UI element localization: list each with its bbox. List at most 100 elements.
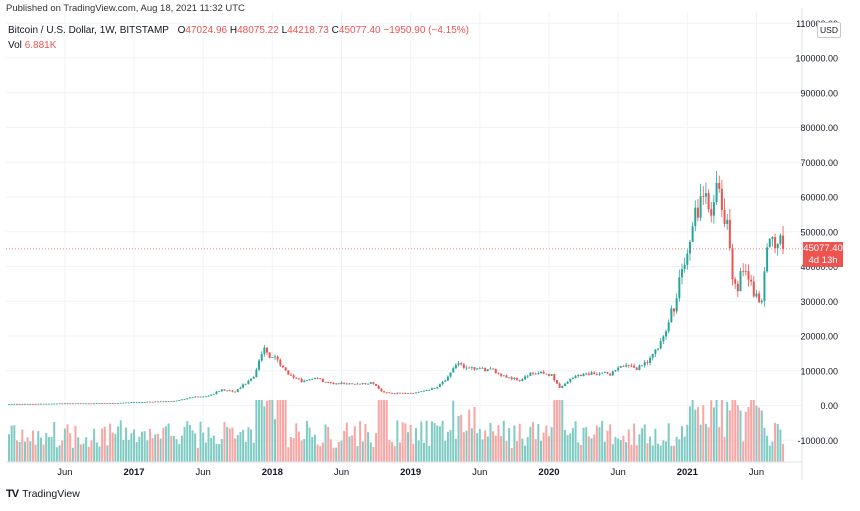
volume-bar [537,424,540,462]
volume-bar [399,442,402,462]
candle-body [337,383,340,385]
volume-bar [555,400,558,462]
volume-bar [337,441,340,462]
candle-body [111,403,114,404]
volume-bar [63,428,66,462]
volume-bar [231,427,234,462]
volume-bar [755,405,758,462]
candle-body [220,389,223,392]
volume-bar [117,426,120,462]
candle-body [532,372,535,374]
candle-body [518,380,521,381]
candle-body [228,390,231,392]
volume-bar [23,441,26,462]
volume-bar [284,400,287,462]
candle-body [47,403,50,405]
tradingview-footer[interactable]: TV TradingView [6,488,80,500]
volume-bar [593,434,596,462]
candle-body [760,300,763,303]
volume-bar [101,428,104,462]
candle-body [167,401,170,402]
candle-body [329,382,332,383]
y-tick-label: 40000.00 [800,262,838,272]
volume-bar [532,421,535,462]
volume-bar [750,400,753,462]
candle-body [446,376,449,381]
volume-bar [414,428,417,462]
candle-body [462,364,465,368]
low-value: 44218.73 [287,25,329,36]
candle-body [657,348,660,350]
candle-body [21,403,24,405]
volume-bar [462,432,465,462]
volume-bar [125,427,128,462]
candle-body [470,367,473,369]
volume-bar [468,409,471,462]
candle-body [561,386,564,388]
volume-bar [372,446,375,462]
x-tick-label: Jun [196,467,211,478]
candle-body [409,393,412,394]
volume-bar [723,436,726,462]
x-tick-label: Jun [334,467,349,478]
volume-bar [617,438,620,462]
volume-bar [87,446,90,462]
volume-bar [638,434,641,462]
candle-body [728,219,731,249]
candle-body [603,372,606,373]
candle-body [300,378,303,383]
candle-body [534,373,537,375]
candle-body [478,368,481,370]
candle-body [87,403,90,405]
volume-bar [45,433,48,462]
candle-body [194,396,197,398]
volume-bar [454,438,457,462]
candle-body [236,389,239,393]
candle-body [308,379,311,381]
candle-body [287,370,290,375]
candle-body [646,362,649,363]
candle-body [452,368,455,373]
volume-bar [678,439,681,462]
open-label: O [177,25,186,36]
candle-body [633,365,636,368]
volume-bar [571,428,574,462]
candle-body [164,401,167,403]
volume-bar [665,441,668,462]
candle-body [763,271,766,301]
volume-bar [752,400,755,462]
volume-bar [441,420,444,462]
volume-bar [510,447,513,462]
candle-body [37,403,40,405]
candle-body [385,392,388,394]
candle-body [42,403,45,405]
volume-bar [308,427,311,462]
currency-badge[interactable]: USD [817,22,841,38]
volume-bar [662,440,665,462]
y-tick-label: -10000.00 [797,436,838,446]
candle-body [771,237,774,239]
volume-bar [393,446,396,462]
candle-body [739,271,742,292]
volume-bar [492,431,495,462]
y-tick-label: 10000.00 [800,366,838,376]
volume-bar [518,423,521,462]
candle-body [223,389,226,391]
volume-bar [58,445,61,462]
candle-body [486,369,489,372]
volume-bar [375,433,378,462]
candle-body [555,380,558,384]
volume-bar [776,423,779,462]
x-tick-label: 2021 [677,467,699,478]
candle-body [707,193,710,210]
close-label: C [331,25,339,36]
candle-body [686,253,689,265]
volume-bar [180,435,183,462]
candle-body [289,374,292,376]
candle-body [199,396,202,398]
volume-bar [774,422,777,462]
volume-bar [204,442,207,462]
candle-body [244,383,247,385]
